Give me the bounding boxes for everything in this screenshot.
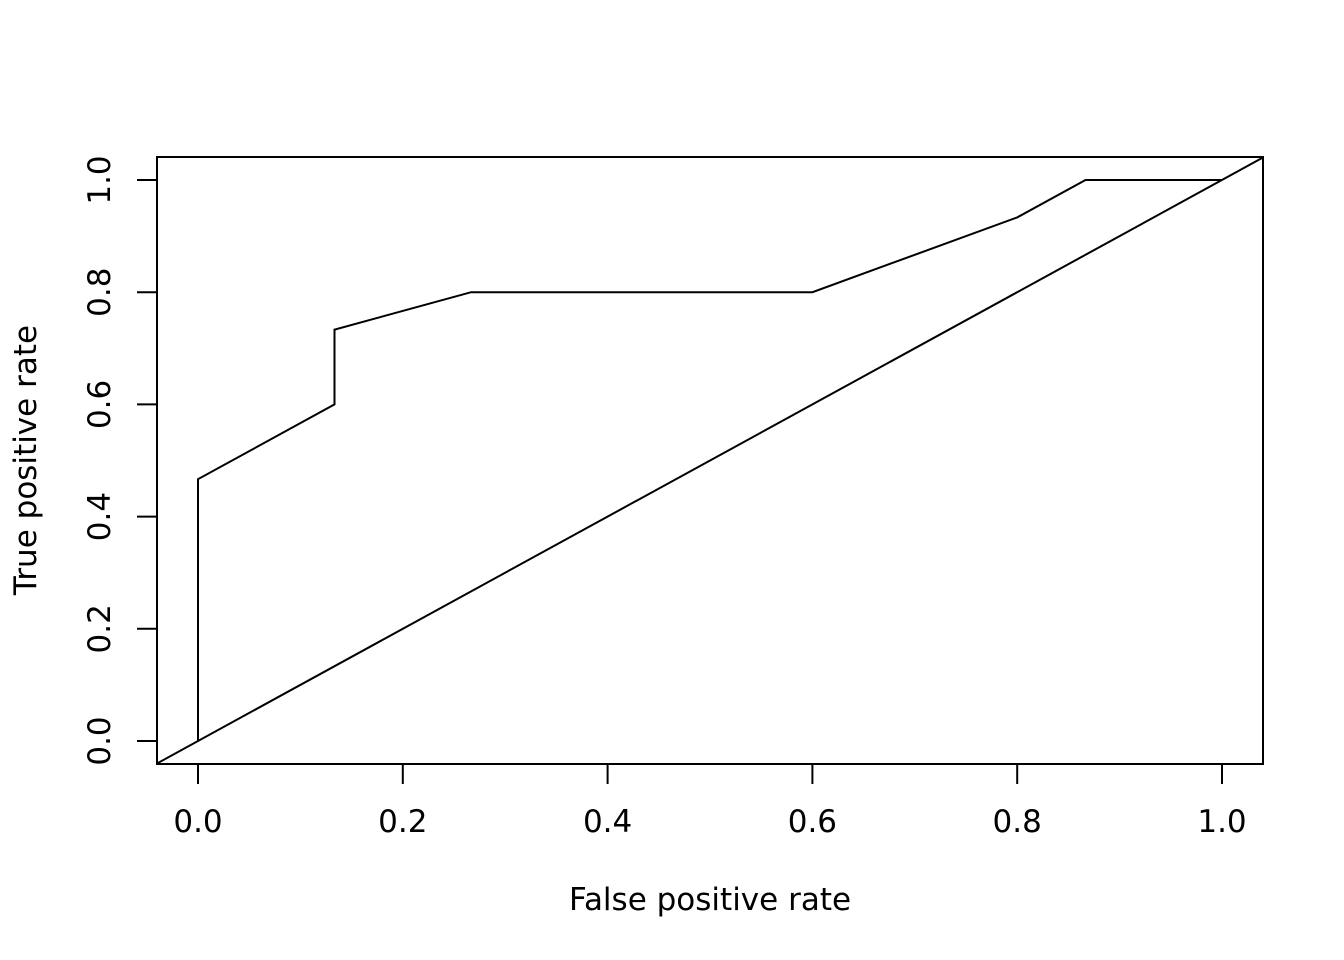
x-axis-label: False positive rate	[569, 882, 851, 918]
y-tick-label: 0.2	[82, 604, 118, 653]
plot-area	[156, 156, 1264, 765]
x-tick-label: 0.0	[173, 804, 222, 840]
x-tick-label: 0.6	[788, 804, 837, 840]
y-tick-label: 0.0	[82, 716, 118, 765]
x-axis: 0.0 0.2 0.4 0.6 0.8 1.0	[173, 763, 1247, 840]
diagonal-reference-line	[156, 156, 1264, 765]
x-tick-label: 0.8	[993, 804, 1042, 840]
y-tick-label: 0.4	[82, 492, 118, 541]
roc-curve	[197, 179, 1222, 741]
y-axis: 0.0 0.2 0.4 0.6 0.8 1.0	[82, 155, 158, 766]
x-tick-label: 1.0	[1197, 804, 1246, 840]
x-tick-label: 0.4	[583, 804, 632, 840]
y-tick-label: 0.6	[82, 380, 118, 429]
x-tick-label: 0.2	[378, 804, 427, 840]
y-axis-label: True positive rate	[8, 325, 44, 596]
y-tick-label: 0.8	[82, 268, 118, 317]
y-tick-label: 1.0	[82, 155, 118, 204]
